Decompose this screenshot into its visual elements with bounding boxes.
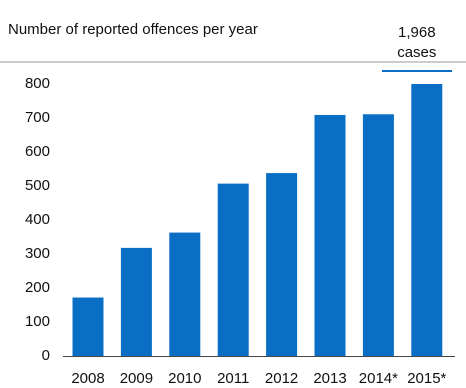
x-tick-label: 2011 — [217, 370, 249, 387]
x-tick-label: 2008 — [71, 370, 104, 387]
bar — [411, 84, 443, 356]
y-tick-label: 300 — [25, 245, 50, 262]
y-tick-label: 0 — [42, 347, 50, 364]
x-tick-label: 2014* — [359, 370, 398, 387]
y-tick-label: 700 — [25, 109, 50, 126]
bar — [120, 247, 152, 356]
y-tick-label: 100 — [25, 313, 50, 330]
bars — [72, 84, 443, 356]
y-tick-label: 800 — [25, 75, 50, 92]
bar — [217, 183, 249, 356]
y-tick-label: 400 — [25, 211, 50, 228]
y-tick-label: 600 — [25, 143, 50, 160]
x-tick-label: 2015* — [407, 370, 446, 387]
x-tick-label: 2009 — [120, 370, 153, 387]
bar — [169, 232, 201, 356]
bar — [72, 297, 104, 356]
value-label: 1,968 cases — [397, 24, 436, 61]
x-tick-label: 2012 — [265, 370, 298, 387]
x-tick-label: 2013 — [313, 370, 346, 387]
x-tick-label: 2010 — [168, 370, 201, 387]
y-tick-label: 200 — [25, 279, 50, 296]
bar — [266, 173, 298, 356]
chart-title: Number of reported offences per year — [8, 21, 258, 38]
bar — [314, 114, 346, 356]
bar — [362, 114, 394, 356]
y-tick-label: 500 — [25, 177, 50, 194]
